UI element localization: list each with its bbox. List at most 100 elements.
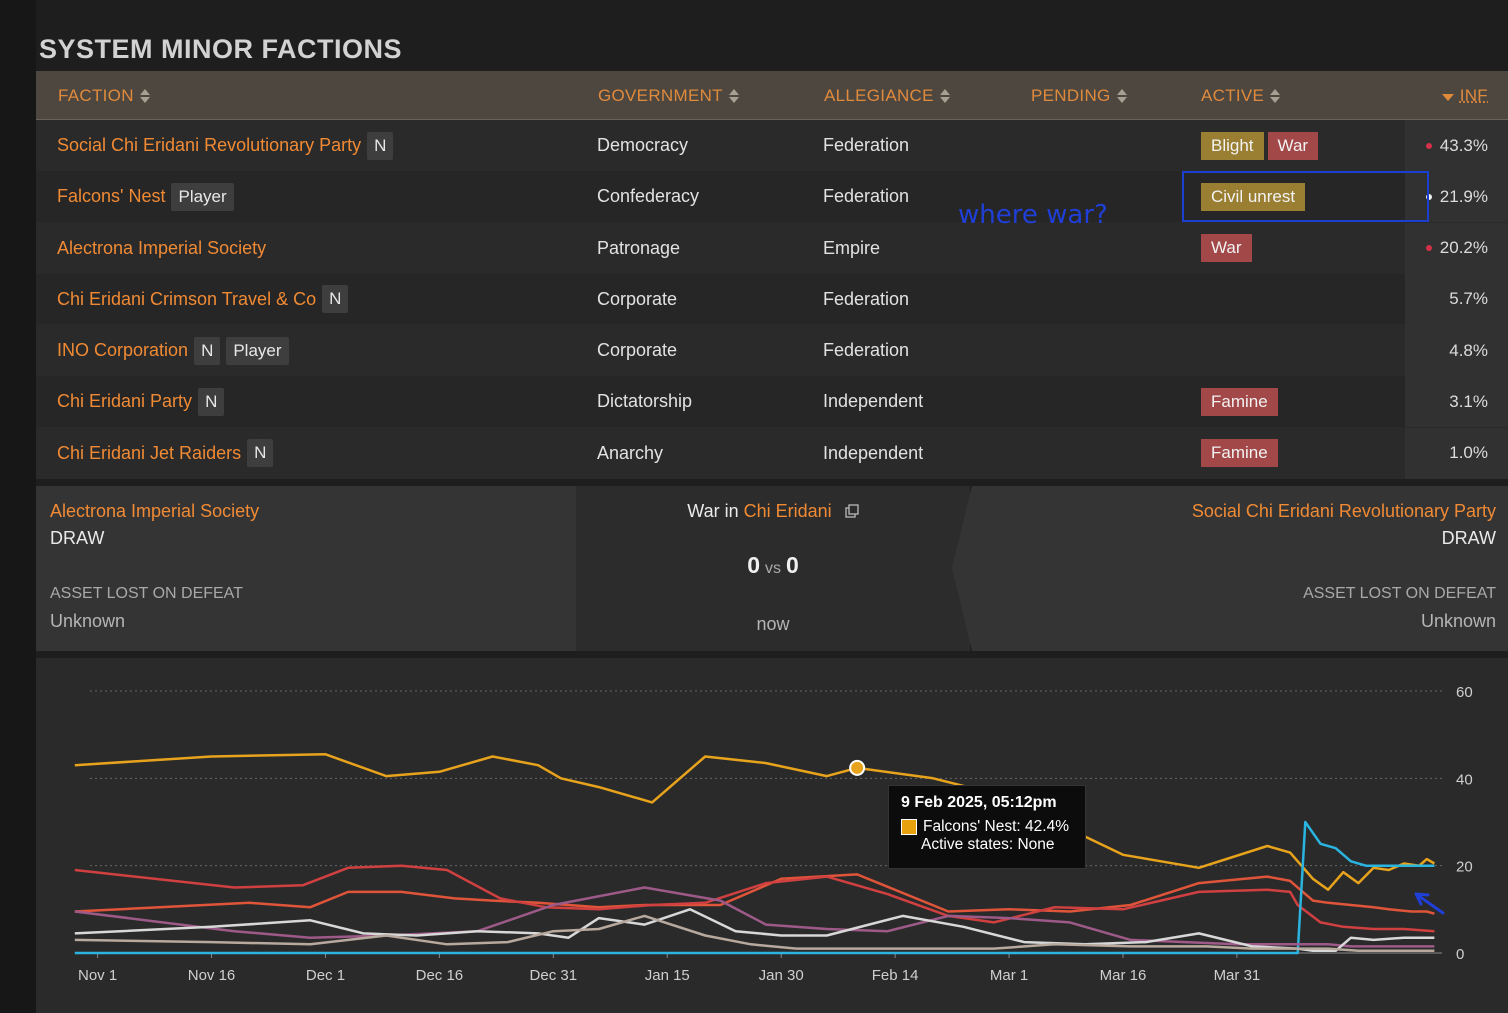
trend-dot-icon xyxy=(1426,143,1432,149)
inf-cell: 4.8% xyxy=(1405,325,1508,376)
state-badge[interactable]: War xyxy=(1201,234,1252,262)
influence-chart[interactable]: 0 20 40 60 Nov 1 Nov 16 Dec 1 Dec 16 Dec 31 Jan 1… xyxy=(36,658,1508,1013)
allegiance-cell: Federation xyxy=(823,120,909,171)
highlighted-point[interactable] xyxy=(850,761,864,775)
government-cell: Anarchy xyxy=(597,428,663,479)
header-active[interactable]: ACTIVE xyxy=(1201,86,1280,106)
faction-tag: Player xyxy=(226,337,288,365)
active-states-cell: Famine xyxy=(1201,376,1282,427)
x-tick-label: Nov 1 xyxy=(78,967,117,984)
war-left-faction-link[interactable]: Alectrona Imperial Society xyxy=(50,501,259,522)
war-score-left: 0 xyxy=(747,552,760,578)
x-tick-label: Dec 31 xyxy=(530,967,578,984)
faction-tag: N xyxy=(247,439,273,467)
y-tick-label: 0 xyxy=(1456,946,1464,963)
header-inf-label: INF xyxy=(1460,86,1488,106)
active-states-cell: Famine xyxy=(1201,428,1282,479)
series-line-4[interactable] xyxy=(75,888,1435,947)
sort-icon xyxy=(1270,89,1280,103)
series-line-0[interactable] xyxy=(75,754,1435,889)
allegiance-cell: Federation xyxy=(823,325,909,376)
war-center-panel: War in Chi Eridani 0 vs 0 now xyxy=(576,486,970,651)
faction-link[interactable]: Social Chi Eridani Revolutionary Party xyxy=(57,135,361,156)
header-pending-label: PENDING xyxy=(1031,86,1111,106)
war-right-faction-link[interactable]: Social Chi Eridani Revolutionary Party xyxy=(1192,501,1496,522)
war-panel: Alectrona Imperial Society DRAW ASSET LO… xyxy=(36,486,1508,651)
inf-cell: 43.3% xyxy=(1405,120,1508,171)
war-score-vs: vs xyxy=(765,560,781,577)
header-allegiance[interactable]: ALLEGIANCE xyxy=(824,86,950,106)
faction-cell: INO Corporation N Player xyxy=(57,325,289,376)
state-badge[interactable]: Famine xyxy=(1201,388,1278,416)
faction-tag: N xyxy=(367,132,393,160)
state-badge[interactable]: Famine xyxy=(1201,439,1278,467)
sort-icon xyxy=(1117,89,1127,103)
faction-link[interactable]: Alectrona Imperial Society xyxy=(57,238,266,259)
inf-value: 4.8% xyxy=(1449,341,1488,361)
sort-descending-icon xyxy=(1442,94,1454,101)
header-inf[interactable]: INF xyxy=(1442,86,1488,106)
allegiance-cell: Empire xyxy=(823,223,880,274)
x-tick-label: Nov 16 xyxy=(188,967,236,984)
state-badge[interactable]: War xyxy=(1268,132,1319,160)
x-tick-label: Jan 15 xyxy=(645,967,690,984)
annotation-arrow xyxy=(1416,894,1443,913)
y-tick-label: 60 xyxy=(1456,684,1473,701)
allegiance-cell: Independent xyxy=(823,428,923,479)
sort-icon xyxy=(140,89,150,103)
inf-cell: 3.1% xyxy=(1405,376,1508,427)
war-right-asset-value: Unknown xyxy=(1421,611,1496,632)
header-government[interactable]: GOVERNMENT xyxy=(598,86,739,106)
table-row: INO Corporation N Player Corporate Federatio… xyxy=(36,325,1508,376)
x-tick-label: Mar 1 xyxy=(990,967,1028,984)
table-row: Social Chi Eridani Revolutionary Party N D… xyxy=(36,120,1508,171)
faction-link[interactable]: Falcons' Nest xyxy=(57,186,165,207)
y-tick-label: 40 xyxy=(1456,771,1473,788)
faction-cell: Chi Eridani Jet Raiders N xyxy=(57,428,273,479)
war-right-asset-label: ASSET LOST ON DEFEAT xyxy=(1303,585,1496,603)
allegiance-cell: Independent xyxy=(823,376,923,427)
faction-cell: Chi Eridani Party N xyxy=(57,376,224,427)
faction-link[interactable]: Chi Eridani Jet Raiders xyxy=(57,443,241,464)
header-pending[interactable]: PENDING xyxy=(1031,86,1127,106)
table-row: Chi Eridani Crimson Travel & Co N Corporat… xyxy=(36,274,1508,325)
inf-value: 3.1% xyxy=(1449,392,1488,412)
inf-value: 20.2% xyxy=(1440,238,1488,258)
war-left-asset-value: Unknown xyxy=(50,611,125,632)
faction-cell: Alectrona Imperial Society xyxy=(57,223,266,274)
external-link-icon[interactable] xyxy=(845,502,859,523)
series-line-1[interactable] xyxy=(75,874,1435,913)
government-cell: Corporate xyxy=(597,325,677,376)
inf-value: 21.9% xyxy=(1440,187,1488,207)
allegiance-cell: Federation xyxy=(823,274,909,325)
x-tick-label: Dec 1 xyxy=(306,967,345,984)
war-score: 0 vs 0 xyxy=(576,552,970,579)
tooltip-title: 9 Feb 2025, 05:12pm xyxy=(901,794,1073,812)
faction-link[interactable]: Chi Eridani Crimson Travel & Co xyxy=(57,289,316,310)
war-left-asset-label: ASSET LOST ON DEFEAT xyxy=(50,585,243,603)
tooltip-series-line: Falcons' Nest: 42.4% xyxy=(901,818,1073,836)
header-faction[interactable]: FACTION xyxy=(58,86,150,106)
inf-cell: 5.7% xyxy=(1405,274,1508,325)
table-row: Chi Eridani Jet Raiders N Anarchy Independe… xyxy=(36,428,1508,479)
faction-tag: N xyxy=(194,337,220,365)
allegiance-cell: Federation xyxy=(823,171,909,222)
x-tick-label: Jan 30 xyxy=(759,967,804,984)
tooltip-series-swatch xyxy=(901,819,917,835)
sort-icon xyxy=(940,89,950,103)
annotation-highlight-box xyxy=(1182,171,1429,222)
x-tick-label: Mar 16 xyxy=(1100,967,1147,984)
faction-cell: Social Chi Eridani Revolutionary Party N xyxy=(57,120,393,171)
government-cell: Corporate xyxy=(597,274,677,325)
x-tick-label: Mar 31 xyxy=(1214,967,1261,984)
faction-link[interactable]: INO Corporation xyxy=(57,340,188,361)
state-badge[interactable]: Blight xyxy=(1201,132,1264,160)
y-tick-label: 20 xyxy=(1456,859,1473,876)
x-tick-label: Feb 14 xyxy=(872,967,919,984)
inf-value: 43.3% xyxy=(1440,136,1488,156)
faction-link[interactable]: Chi Eridani Party xyxy=(57,391,192,412)
page-title: SYSTEM MINOR FACTIONS xyxy=(39,34,402,65)
header-faction-label: FACTION xyxy=(58,86,134,106)
war-system-link[interactable]: Chi Eridani xyxy=(744,501,832,521)
table-header: FACTION GOVERNMENT ALLEGIANCE PENDING AC… xyxy=(36,71,1508,120)
